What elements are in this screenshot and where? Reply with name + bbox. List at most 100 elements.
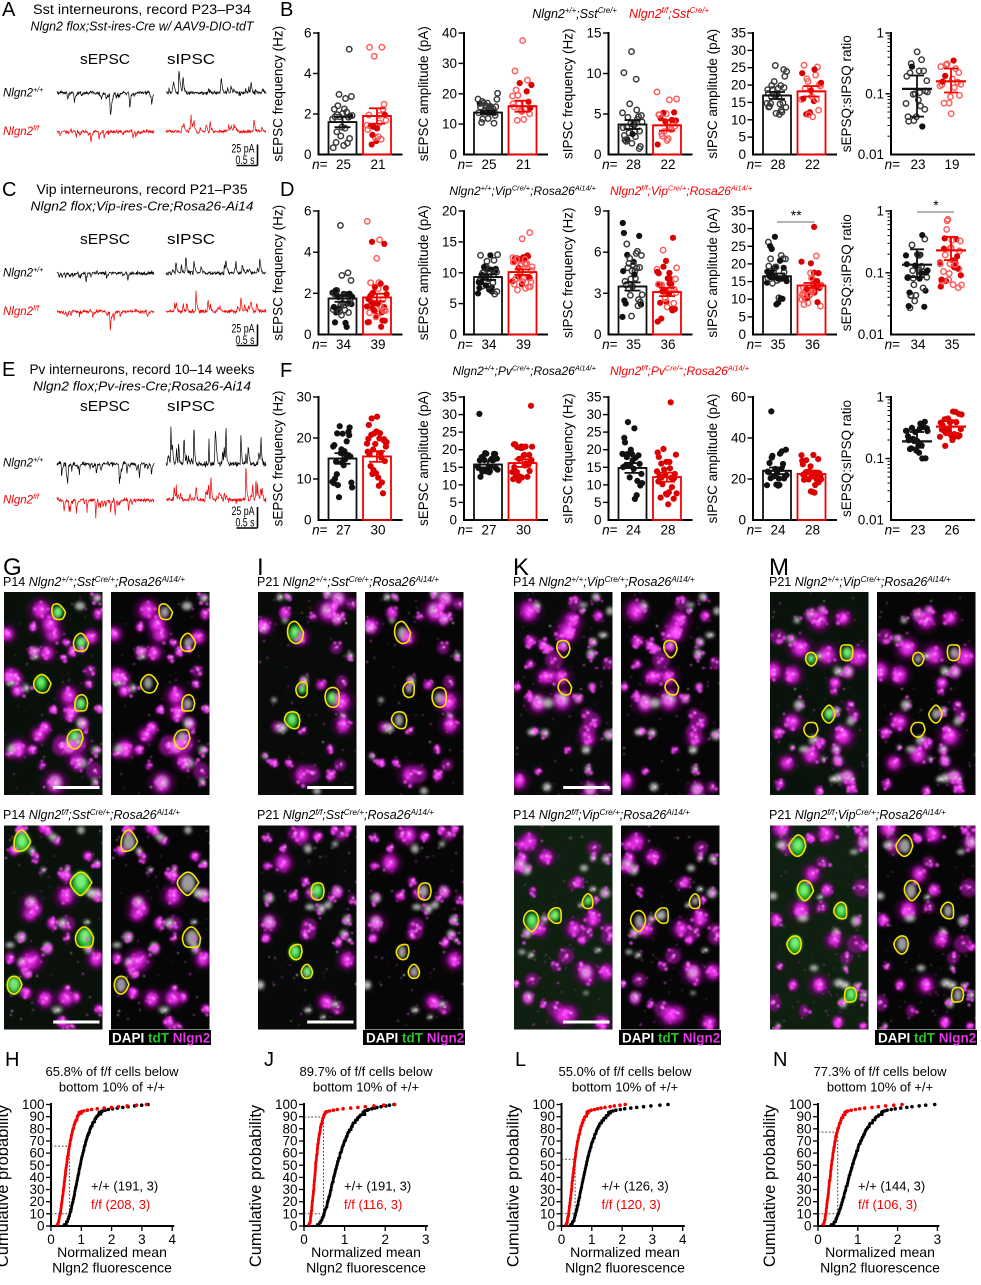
svg-text:Nlgn2f/f​: Nlgn2f/f​ [3,125,40,138]
svg-text:3: 3 [649,1232,657,1247]
svg-text:10: 10 [586,477,601,492]
svg-text:35: 35 [770,337,785,352]
svg-text:5: 5 [738,130,746,145]
svg-text:70: 70 [29,1133,44,1148]
svg-text:n=: n= [312,337,328,352]
svg-text:50: 50 [282,1158,297,1173]
svg-text:J: J [264,1049,274,1071]
svg-text:sEPSC amplitude (pA): sEPSC amplitude (pA) [416,26,431,161]
svg-text:K: K [513,554,529,581]
svg-text:6: 6 [594,245,602,260]
svg-text:n=: n= [602,523,618,538]
svg-text:f/f (120, 3): f/f (120, 3) [602,1197,661,1212]
svg-text:Nlgn2 flox;Pv-ires-Cre;Rosa26-: Nlgn2 flox;Pv-ires-Cre;Rosa26-Ai14 [33,380,251,394]
svg-text:40: 40 [442,26,457,41]
svg-text:N: N [773,1049,787,1071]
svg-text:35: 35 [731,26,746,41]
svg-text:0: 0 [738,147,746,162]
svg-text:n=: n= [885,523,901,538]
svg-text:80: 80 [282,1121,297,1136]
svg-text:B: B [280,0,293,21]
svg-text:2: 2 [381,1232,389,1247]
svg-text:**: ** [791,207,802,223]
svg-text:30: 30 [442,407,457,422]
svg-text:P14 Nlgn2f/f​;SstCre/+​;Rosa26: P14 Nlgn2f/f​;SstCre/+​;Rosa26Ai14/+​ [3,808,180,822]
svg-text:23: 23 [910,523,925,538]
svg-text:30: 30 [516,523,531,538]
svg-text:5: 5 [449,495,457,510]
svg-text:70: 70 [282,1133,297,1148]
svg-text:P14 Nlgn2f/f​;VipCre/+​;Rosa26: P14 Nlgn2f/f​;VipCre/+​;Rosa26Ai14/+​ [513,808,690,822]
svg-text:20: 20 [442,204,457,219]
svg-text:A: A [2,0,16,21]
svg-text:0: 0 [804,1219,812,1234]
svg-text:25 pA: 25 pA [232,504,255,518]
svg-text:5: 5 [594,495,602,510]
svg-text:20: 20 [29,1194,44,1209]
svg-text:100: 100 [789,1097,812,1112]
svg-text:sEPSC: sEPSC [80,231,130,248]
svg-text:D: D [280,179,294,201]
svg-text:100: 100 [532,1097,555,1112]
svg-text:10: 10 [442,477,457,492]
svg-text:0.5 s: 0.5 s [236,516,255,530]
svg-text:0.5 s: 0.5 s [236,333,255,347]
svg-text:Normalized mean: Normalized mean [311,1244,421,1260]
svg-text:25: 25 [731,60,746,75]
svg-text:Nlgn2 fluorescence: Nlgn2 fluorescence [52,1260,172,1276]
svg-text:sIPSC frequency (Hz): sIPSC frequency (Hz) [561,28,576,159]
svg-text:0.5 s: 0.5 s [236,153,255,167]
svg-text:M: M [769,554,789,581]
svg-text:Normalized mean: Normalized mean [570,1244,680,1260]
svg-text:bottom 10% of +/+: bottom 10% of +/+ [313,1080,419,1095]
svg-text:Nlgn2 flox;Vip-ires-Cre;Rosa26: Nlgn2 flox;Vip-ires-Cre;Rosa26-Ai14 [31,200,254,214]
svg-text:2: 2 [304,107,312,122]
svg-text:Nlgn2f/f​;SstCre/+​: Nlgn2f/f​;SstCre/+​ [629,6,709,21]
svg-text:Nlgn2 fluorescence: Nlgn2 fluorescence [306,1260,426,1276]
svg-text:Nlgn2+/+​;SstCre/+​: Nlgn2+/+​;SstCre/+​ [532,6,617,21]
svg-text:n=: n= [458,523,474,538]
svg-text:5: 5 [594,107,602,122]
svg-text:1: 1 [876,390,884,405]
svg-text:sEPSC amplitude (pA): sEPSC amplitude (pA) [416,391,431,526]
svg-text:19: 19 [944,157,959,172]
svg-text:25 pA: 25 pA [232,142,255,156]
svg-text:20: 20 [282,1194,297,1209]
svg-text:n=: n= [747,523,763,538]
svg-text:20: 20 [586,442,601,457]
svg-text:30: 30 [442,56,457,71]
svg-text:10: 10 [731,292,746,307]
svg-text:Nlgn2 fluorescence: Nlgn2 fluorescence [565,1260,685,1276]
svg-text:H: H [5,1049,19,1071]
svg-text:n=: n= [602,157,618,172]
svg-text:35: 35 [586,390,601,405]
svg-text:20: 20 [296,431,311,446]
svg-text:0: 0 [304,513,312,528]
svg-text:40: 40 [796,1170,811,1185]
svg-text:Nlgn2f/f​: Nlgn2f/f​ [3,305,40,318]
svg-text:35: 35 [944,337,959,352]
svg-text:3: 3 [934,1232,942,1247]
svg-text:bottom 10% of +/+: bottom 10% of +/+ [827,1080,933,1095]
svg-text:sEPSC frequency (Hz): sEPSC frequency (Hz) [271,26,286,162]
svg-text:Cumulative probability: Cumulative probability [761,1104,779,1267]
svg-text:20: 20 [442,442,457,457]
svg-text:sIPSC: sIPSC [167,231,215,248]
svg-text:P21 Nlgn2f/f​;VipCre/+​;Rosa26: P21 Nlgn2f/f​;VipCre/+​;Rosa26Ai14/+​ [769,808,946,822]
svg-text:15: 15 [731,95,746,110]
svg-text:50: 50 [540,1158,555,1173]
svg-text:sEPSC: sEPSC [80,51,130,68]
svg-text:0: 0 [304,147,312,162]
svg-text:60: 60 [282,1146,297,1161]
svg-text:6: 6 [304,26,312,41]
svg-text:Nlgn2 fluorescence: Nlgn2 fluorescence [820,1260,940,1276]
svg-text:28: 28 [770,157,785,172]
svg-text:sIPSC: sIPSC [167,398,215,415]
svg-text:30: 30 [370,523,385,538]
svg-text:n=: n= [312,523,328,538]
svg-text:4: 4 [304,66,312,81]
svg-text:L: L [515,1049,526,1071]
svg-text:20: 20 [796,1194,811,1209]
svg-text:4: 4 [679,1232,687,1247]
svg-text:3: 3 [594,286,602,301]
